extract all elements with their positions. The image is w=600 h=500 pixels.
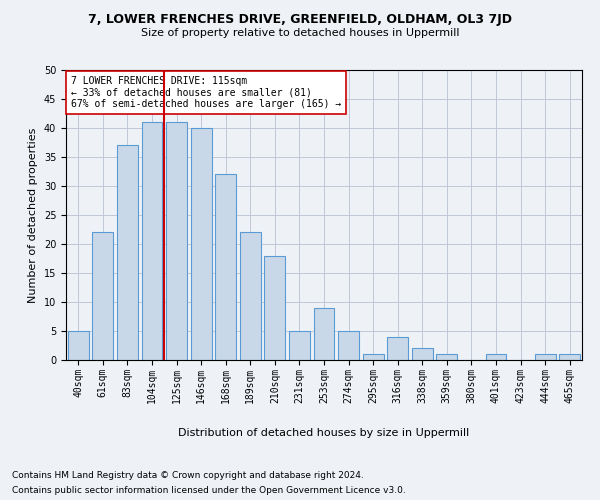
- Text: Contains HM Land Registry data © Crown copyright and database right 2024.: Contains HM Land Registry data © Crown c…: [12, 471, 364, 480]
- Text: Contains public sector information licensed under the Open Government Licence v3: Contains public sector information licen…: [12, 486, 406, 495]
- Text: Distribution of detached houses by size in Uppermill: Distribution of detached houses by size …: [178, 428, 470, 438]
- Text: Size of property relative to detached houses in Uppermill: Size of property relative to detached ho…: [141, 28, 459, 38]
- Bar: [535, 354, 556, 360]
- Bar: [142, 122, 163, 360]
- Bar: [362, 354, 383, 360]
- Bar: [289, 331, 310, 360]
- Bar: [387, 337, 408, 360]
- Bar: [559, 354, 580, 360]
- Text: 7 LOWER FRENCHES DRIVE: 115sqm
← 33% of detached houses are smaller (81)
67% of : 7 LOWER FRENCHES DRIVE: 115sqm ← 33% of …: [71, 76, 341, 109]
- Bar: [191, 128, 212, 360]
- Bar: [68, 331, 89, 360]
- Y-axis label: Number of detached properties: Number of detached properties: [28, 128, 38, 302]
- Bar: [240, 232, 261, 360]
- Bar: [265, 256, 286, 360]
- Bar: [436, 354, 457, 360]
- Bar: [485, 354, 506, 360]
- Bar: [92, 232, 113, 360]
- Bar: [412, 348, 433, 360]
- Bar: [314, 308, 334, 360]
- Bar: [117, 146, 138, 360]
- Text: 7, LOWER FRENCHES DRIVE, GREENFIELD, OLDHAM, OL3 7JD: 7, LOWER FRENCHES DRIVE, GREENFIELD, OLD…: [88, 12, 512, 26]
- Bar: [215, 174, 236, 360]
- Bar: [338, 331, 359, 360]
- Bar: [166, 122, 187, 360]
